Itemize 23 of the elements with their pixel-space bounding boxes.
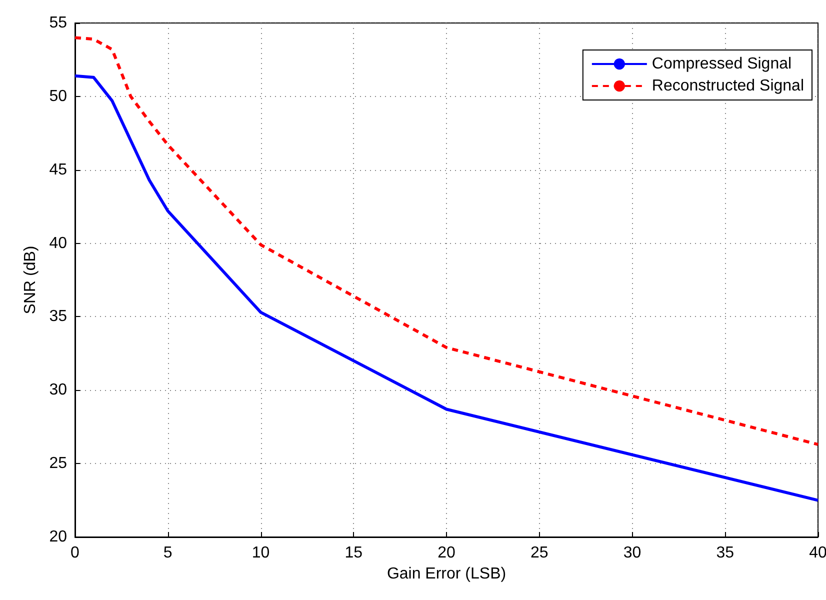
- y-tick-label: 20: [49, 528, 68, 546]
- line-series: [74, 36, 820, 446]
- y-tick-label: 45: [49, 161, 68, 178]
- legend-label: Reconstructed Signal: [652, 78, 804, 94]
- x-axis-title: Gain Error (LSB): [386, 565, 506, 582]
- x-tick-label: 0: [70, 544, 80, 562]
- y-tick-label: 55: [49, 14, 68, 32]
- x-tick-label: 5: [163, 544, 172, 562]
- x-tick-label: 25: [530, 544, 548, 562]
- y-tick-label: 50: [49, 88, 68, 105]
- legend-label: Compressed Signal: [652, 56, 792, 72]
- x-tick-label: 30: [623, 544, 642, 562]
- y-axis-title: SNR (dB): [22, 246, 39, 314]
- line-series: [74, 74, 820, 502]
- y-tick-label: 35: [49, 308, 68, 326]
- x-tick-label: 35: [716, 544, 734, 562]
- x-tick-label: 15: [344, 544, 363, 562]
- y-tick-label: 25: [49, 455, 68, 472]
- y-tick-label: 30: [49, 382, 68, 399]
- x-tick-label: 10: [252, 544, 270, 562]
- x-tick-label: 20: [438, 544, 456, 562]
- x-tick-label: 40: [809, 544, 826, 562]
- y-tick-label: 40: [49, 234, 68, 252]
